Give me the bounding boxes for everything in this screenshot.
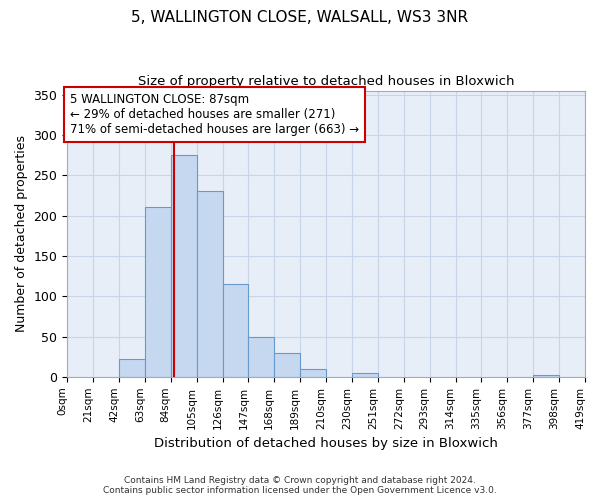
Bar [533,375,559,377]
Text: 5, WALLINGTON CLOSE, WALSALL, WS3 3NR: 5, WALLINGTON CLOSE, WALSALL, WS3 3NR [131,10,469,25]
Bar [352,373,378,377]
Text: Contains HM Land Registry data © Crown copyright and database right 2024.
Contai: Contains HM Land Registry data © Crown c… [103,476,497,495]
Y-axis label: Number of detached properties: Number of detached properties [15,135,28,332]
Title: Size of property relative to detached houses in Bloxwich: Size of property relative to detached ho… [138,75,514,88]
Bar [119,359,145,377]
X-axis label: Distribution of detached houses by size in Bloxwich: Distribution of detached houses by size … [154,437,498,450]
Bar [145,208,171,377]
Text: 5 WALLINGTON CLOSE: 87sqm
← 29% of detached houses are smaller (271)
71% of semi: 5 WALLINGTON CLOSE: 87sqm ← 29% of detac… [70,93,359,136]
Bar [248,336,274,377]
Bar [300,369,326,377]
Bar [223,284,248,377]
Bar [274,352,300,377]
Bar [197,192,223,377]
Bar [171,155,197,377]
